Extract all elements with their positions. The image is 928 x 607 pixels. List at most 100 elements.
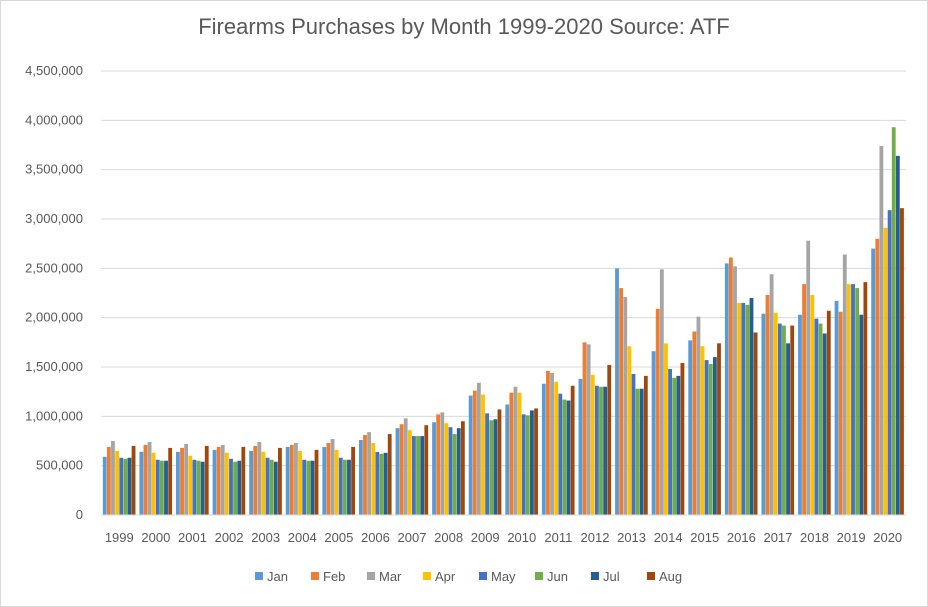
bar-jul-2010 [530,410,534,515]
bar-may-2007 [412,436,416,515]
x-tick-label: 2007 [398,530,427,545]
bar-apr-2002 [224,452,229,515]
bar-feb-2014 [655,308,660,515]
x-tick-label: 2006 [361,530,390,545]
bar-jul-2014 [676,375,681,515]
bar-jan-2017 [761,313,766,515]
y-tick-label: 3,500,000 [25,162,83,177]
x-tick-label: 2015 [690,530,719,545]
bar-feb-2002 [216,446,221,515]
y-tick-label: 500,000 [36,458,83,473]
bar-jul-2008 [456,428,461,515]
bar-aug-2014 [680,363,685,515]
bar-jun-2009 [489,420,494,515]
legend-label-jan: Jan [267,569,288,584]
bar-jan-2012 [578,378,583,515]
bar-jul-2009 [493,419,498,515]
bar-mar-2012 [586,344,591,515]
bar-mar-2018 [806,240,811,515]
bar-jan-2011 [541,383,546,515]
y-tick-label: 2,000,000 [25,310,83,325]
bar-jun-2003 [269,459,274,515]
bar-mar-2007 [403,418,408,515]
bar-jun-2014 [672,377,677,515]
bar-may-2004 [302,459,307,515]
legend-label-mar: Mar [379,569,402,584]
bar-apr-1999 [115,450,119,515]
bar-jun-2000 [160,460,164,515]
bar-feb-2015 [692,331,697,515]
bar-may-2006 [375,451,380,515]
legend-label-aug: Aug [659,569,682,584]
bar-mar-2004 [294,442,298,515]
bar-apr-2019 [847,284,851,515]
bar-apr-2020 [883,227,888,515]
chart-title: Firearms Purchases by Month 1999-2020 So… [198,14,730,39]
y-tick-label: 4,500,000 [25,63,83,78]
bar-may-2001 [192,459,197,515]
bar-jan-2019 [834,300,839,515]
bar-apr-2016 [737,302,742,515]
bar-mar-2006 [367,432,372,515]
bar-jul-2019 [859,314,864,515]
bar-jul-2013 [639,388,644,515]
bar-aug-2003 [278,447,282,515]
bar-jun-2001 [196,460,201,515]
bar-feb-2017 [765,294,770,515]
bar-jul-2016 [749,297,754,515]
bar-may-2017 [777,323,782,515]
bar-aug-2010 [534,408,538,515]
bar-apr-2012 [590,374,595,515]
bar-jul-2012 [603,386,608,515]
bar-jul-2005 [347,459,351,515]
bar-feb-2009 [472,390,477,515]
bar-jun-2012 [599,386,603,515]
x-tick-label: 2008 [434,530,463,545]
legend-swatch-jun [535,572,543,580]
bar-jan-2001 [176,451,180,515]
bar-mar-2020 [879,145,884,516]
legend: Jan Feb Mar Apr May Jun Jul Aug [255,569,682,584]
bar-jan-2008 [432,422,436,515]
bar-mar-1999 [111,441,115,515]
bar-may-2015 [704,360,709,515]
bar-jul-2015 [712,357,717,515]
x-tick-label: 2002 [215,530,244,545]
bar-apr-2018 [810,294,815,515]
x-tick-label: 2005 [324,530,353,545]
legend-label-may: May [491,569,516,584]
bar-feb-2018 [802,284,806,515]
bar-aug-2004 [314,449,319,515]
legend-swatch-jan [255,572,263,580]
x-tick-label: 2016 [727,530,756,545]
bar-aug-2015 [717,343,721,515]
bar-feb-2003 [253,445,258,515]
bar-aug-2009 [497,409,502,515]
x-tick-label: 2018 [800,530,829,545]
legend-swatch-mar [367,572,375,580]
bar-feb-2019 [838,311,843,515]
bar-aug-2019 [863,282,868,515]
bar-jun-2002 [233,461,237,515]
bar-feb-2000 [143,444,148,515]
bar-may-2013 [631,373,636,515]
bar-jun-2015 [708,364,713,515]
bar-apr-2013 [627,346,632,515]
bar-aug-2018 [826,310,831,515]
bar-jul-2003 [273,461,278,515]
bar-may-2003 [265,457,270,515]
x-tick-label: 2009 [471,530,500,545]
bar-apr-2007 [407,430,412,515]
bar-aug-2002 [241,446,246,515]
legend-swatch-aug [647,572,655,580]
bar-jan-2006 [358,440,363,515]
bar-jan-2018 [798,314,802,515]
x-tick-label: 1999 [105,530,134,545]
bar-apr-2010 [517,392,522,515]
bar-may-2009 [485,413,490,515]
x-tick-label: 2000 [141,530,170,545]
x-tick-label: 2001 [178,530,207,545]
bar-jun-2008 [452,434,457,515]
bar-jan-2009 [468,395,473,515]
bar-jul-2000 [164,460,168,515]
